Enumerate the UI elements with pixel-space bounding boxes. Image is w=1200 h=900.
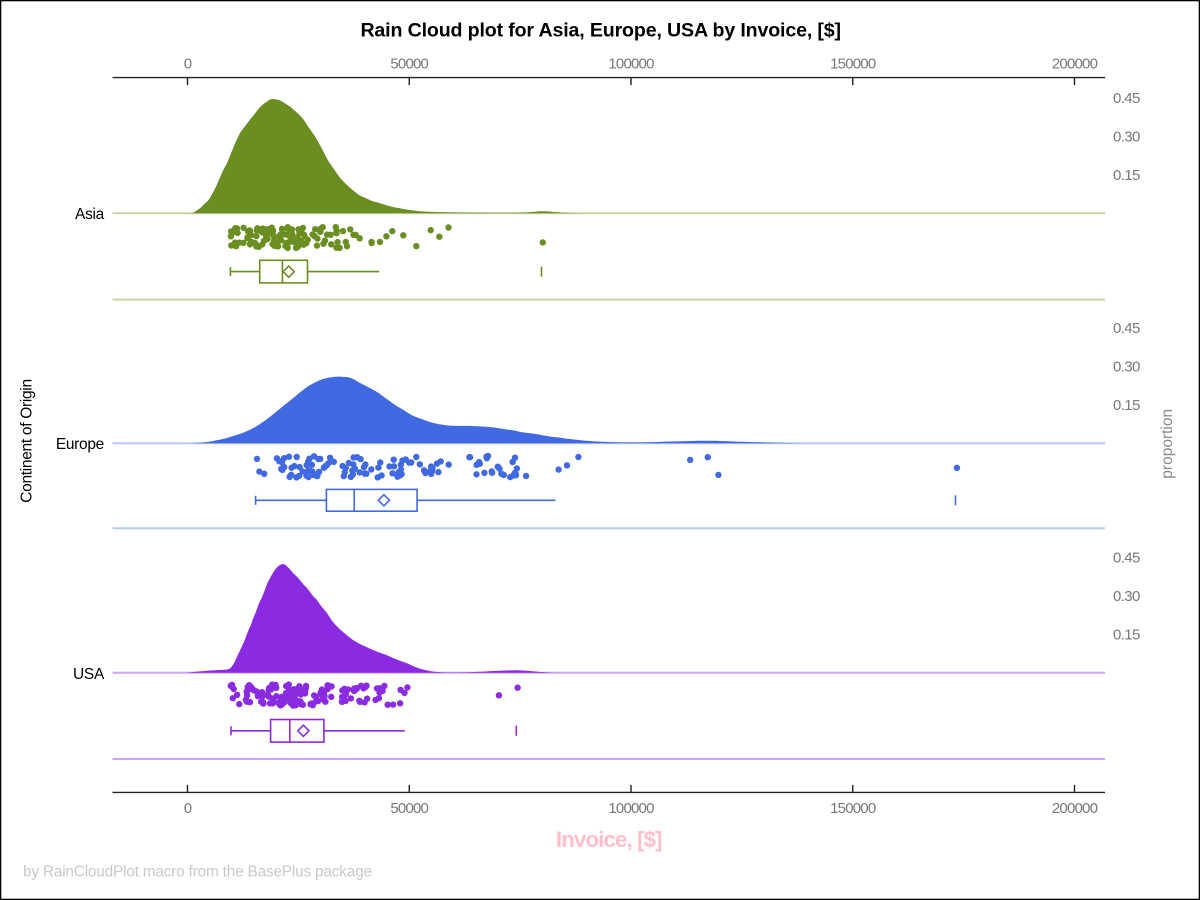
svg-text:Asia: Asia — [75, 206, 105, 223]
svg-text:0.45: 0.45 — [1113, 90, 1140, 107]
svg-text:100000: 100000 — [608, 800, 654, 817]
svg-text:Rain Cloud plot for Asia, Euro: Rain Cloud plot for Asia, Europe, USA by… — [360, 20, 841, 42]
svg-text:0.15: 0.15 — [1113, 397, 1140, 414]
svg-text:50000: 50000 — [390, 56, 428, 73]
svg-text:200000: 200000 — [1052, 800, 1098, 817]
svg-text:100000: 100000 — [608, 56, 654, 73]
svg-text:Invoice, [$]: Invoice, [$] — [556, 827, 662, 852]
svg-text:0.30: 0.30 — [1113, 588, 1140, 605]
svg-text:50000: 50000 — [390, 800, 428, 817]
svg-text:proportion: proportion — [1159, 409, 1176, 479]
svg-text:200000: 200000 — [1052, 56, 1098, 73]
svg-text:0.45: 0.45 — [1113, 320, 1140, 337]
svg-text:0: 0 — [184, 56, 192, 73]
svg-text:0.45: 0.45 — [1113, 550, 1140, 567]
svg-text:0.30: 0.30 — [1113, 129, 1140, 146]
svg-text:150000: 150000 — [830, 56, 876, 73]
svg-text:0.30: 0.30 — [1113, 359, 1140, 376]
svg-text:USA: USA — [73, 666, 105, 683]
svg-text:Europe: Europe — [56, 436, 104, 453]
svg-text:0.15: 0.15 — [1113, 167, 1140, 184]
svg-text:by RainCloudPlot macro from th: by RainCloudPlot macro from the BasePlus… — [23, 863, 372, 880]
svg-text:Continent of Origin: Continent of Origin — [19, 379, 36, 503]
svg-text:0: 0 — [184, 800, 192, 817]
svg-text:150000: 150000 — [830, 800, 876, 817]
svg-text:0.15: 0.15 — [1113, 627, 1140, 644]
